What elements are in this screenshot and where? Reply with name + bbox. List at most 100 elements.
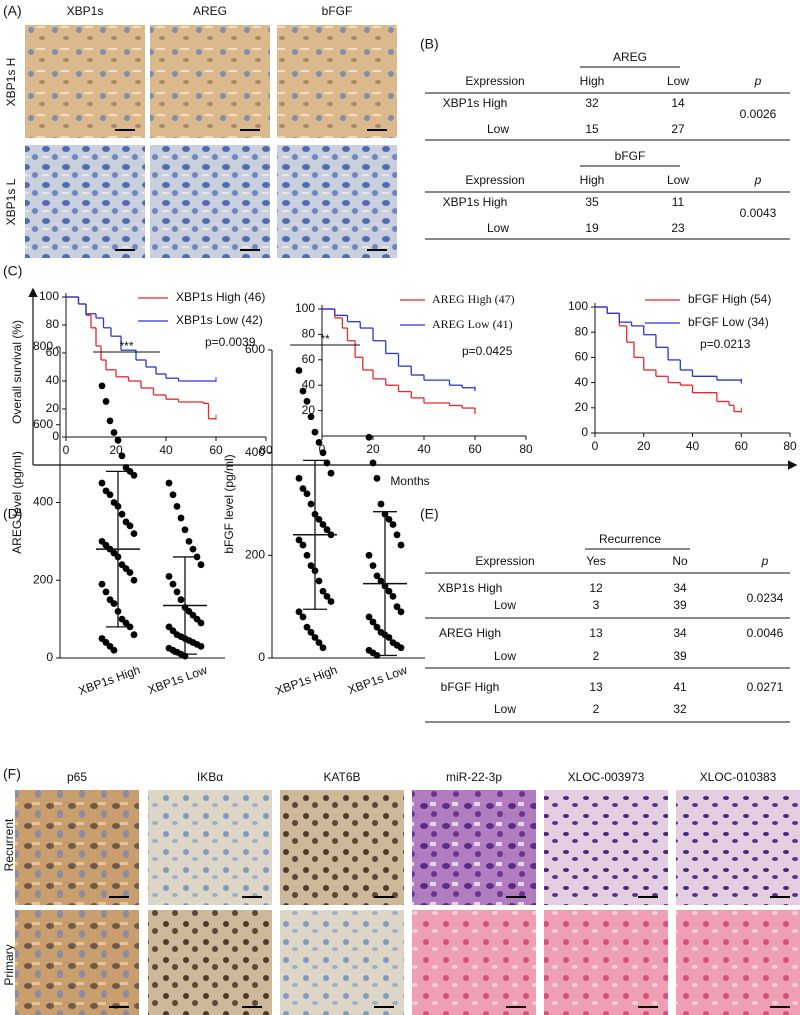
data-point [365, 613, 373, 621]
data-point [118, 452, 126, 460]
significance: ** [320, 332, 330, 346]
y-tick-label: 60 [302, 352, 316, 366]
data-point [126, 522, 134, 530]
data-point [197, 619, 205, 627]
data-point [385, 634, 393, 641]
data-point [385, 587, 393, 595]
table-header: High [580, 74, 605, 88]
table-cell: 2 [593, 649, 600, 663]
table-cell: 34 [673, 626, 687, 640]
p-annotation: p=0.0425 [462, 344, 513, 358]
data-point [299, 485, 307, 492]
data-point [393, 531, 401, 539]
legend-entry: AREG Low (41) [432, 317, 513, 331]
data-point [323, 459, 331, 467]
row-name: Low [494, 598, 516, 612]
table-header: Expression [465, 173, 524, 187]
table-cell: 41 [673, 680, 687, 694]
data-point [130, 631, 138, 639]
x-tick-label: 20 [637, 439, 651, 453]
p-annotation: p=0.0039 [205, 335, 256, 349]
column-header: p65 [67, 770, 87, 784]
table-cell: 32 [673, 702, 687, 716]
data-point [307, 500, 315, 508]
panel-label: (D) [3, 506, 22, 522]
data-point [110, 600, 118, 607]
x-tick-label: 40 [159, 443, 173, 457]
legend-entry: AREG High (47) [432, 292, 515, 306]
column-header: AREG [193, 4, 227, 18]
data-point [169, 580, 177, 588]
row-label: Recurrent [2, 818, 16, 871]
table-cell: 14 [671, 96, 685, 110]
row-label: XBP1s H [4, 58, 18, 107]
data-point [181, 526, 189, 534]
data-point [299, 387, 307, 395]
data-point [173, 588, 181, 596]
table-header: No [672, 554, 688, 568]
data-point [319, 644, 327, 652]
x-tick-label: 60 [209, 443, 223, 457]
data-point [307, 413, 315, 421]
data-point [389, 593, 397, 600]
y-tick-label: 200 [33, 572, 53, 586]
row-name: XBP1s High [438, 581, 503, 595]
micrograph [676, 910, 800, 1015]
data-point [299, 541, 307, 549]
row-name: Low [487, 221, 509, 235]
data-point [397, 608, 405, 616]
y-tick-label: 100 [295, 301, 315, 315]
panel-label: (E) [420, 506, 439, 522]
column-header: bFGF [322, 4, 353, 18]
row-name: XBP1s High [443, 195, 508, 209]
data-point [102, 588, 110, 596]
table-header: Low [667, 74, 689, 88]
p-value: 0.0026 [740, 107, 777, 121]
table-cell: 15 [585, 122, 599, 136]
table-header: p [754, 173, 762, 187]
p-value: 0.0043 [740, 206, 777, 220]
row-name: AREG High [439, 626, 501, 640]
table-header: Expression [465, 74, 524, 88]
row-label: XBP1s L [4, 178, 18, 225]
y-tick-label: 20 [46, 401, 60, 415]
data-point [377, 500, 385, 508]
data-point [311, 634, 319, 641]
y-tick-label: 80 [46, 317, 60, 331]
table-cell: 19 [585, 221, 599, 235]
y-tick-label: 80 [302, 327, 316, 341]
data-point [295, 608, 303, 616]
micrograph [148, 910, 272, 1015]
data-point [397, 541, 405, 549]
data-point [110, 646, 118, 654]
y-tick-label: 40 [575, 375, 589, 389]
micrograph [277, 145, 397, 258]
micrograph [676, 790, 800, 905]
micrograph [15, 790, 139, 905]
row-name: Low [487, 122, 509, 136]
data-point [315, 516, 323, 523]
data-point [369, 562, 377, 569]
x-tick-label: XBP1s Low [346, 663, 409, 697]
table-cell: 13 [589, 680, 603, 694]
data-point [110, 429, 118, 436]
column-header: XLOC-010383 [700, 770, 777, 784]
table-header: p [754, 74, 762, 88]
data-point [327, 598, 335, 605]
row-label: Primary [2, 944, 16, 985]
data-point [373, 572, 381, 580]
table-cell: 39 [673, 649, 687, 663]
micrograph [412, 910, 536, 1015]
data-point [126, 569, 134, 576]
data-point [365, 433, 373, 441]
data-point [315, 639, 323, 646]
y-tick-label: 60 [575, 350, 589, 364]
data-point [165, 572, 173, 580]
y-tick-label: 600 [245, 342, 265, 356]
x-tick-label: 80 [519, 442, 533, 456]
column-header: XBP1s [67, 4, 104, 18]
data-point [98, 580, 106, 588]
data-point [319, 521, 327, 528]
column-header: IKBα [197, 770, 223, 784]
